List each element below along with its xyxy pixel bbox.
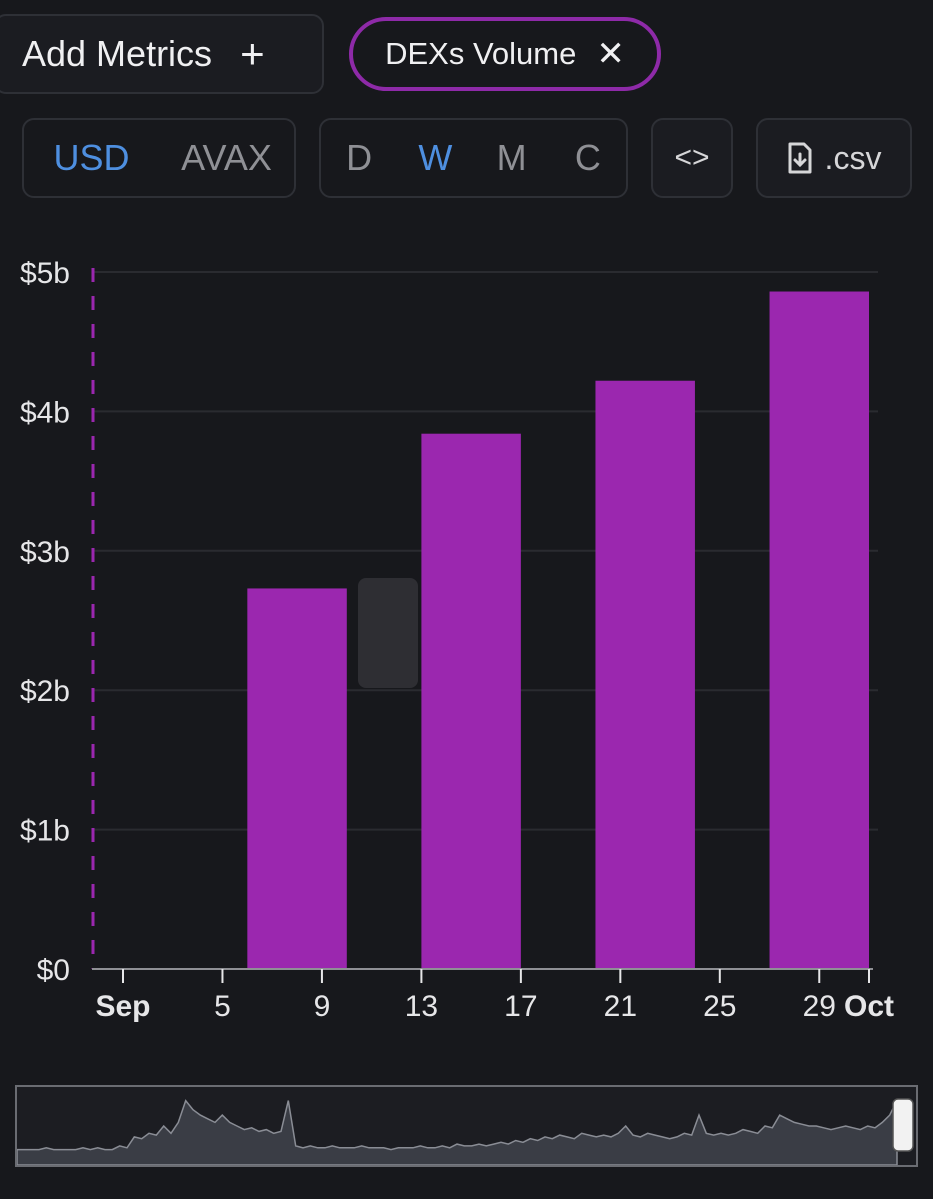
y-tick-label: $4b bbox=[20, 396, 70, 429]
csv-label: .csv bbox=[824, 139, 882, 176]
csv-download-button[interactable]: .csv bbox=[756, 118, 912, 198]
dexs-volume-bar-chart[interactable]: Sep 5 9 13 17 21 25 29 Oct $0 $1b $2b $3b $4b $5b bbox=[0, 230, 933, 1040]
overview-area bbox=[16, 1099, 898, 1166]
watermark-logo bbox=[358, 578, 418, 688]
x-tick-label: 17 bbox=[504, 990, 537, 1023]
x-tick-label: 9 bbox=[314, 990, 331, 1023]
brush-handle[interactable] bbox=[892, 1098, 914, 1152]
bar-week-2[interactable] bbox=[421, 433, 521, 969]
file-download-icon bbox=[788, 142, 812, 174]
interval-toggle: D W M C bbox=[319, 118, 628, 198]
close-icon[interactable]: ✕ bbox=[596, 35, 625, 73]
currency-option-avax[interactable]: AVAX bbox=[181, 137, 272, 178]
interval-option-w[interactable]: W bbox=[418, 137, 453, 178]
x-tick-label: Oct bbox=[844, 990, 894, 1023]
embed-button[interactable]: <> bbox=[651, 118, 733, 198]
x-tick-label: Sep bbox=[95, 990, 150, 1023]
add-metrics-label: Add Metrics bbox=[22, 33, 213, 74]
y-tick-label: $2b bbox=[20, 675, 70, 708]
currency-toggle: USD AVAX bbox=[22, 118, 296, 198]
x-tick-label: 13 bbox=[405, 990, 438, 1023]
plus-icon: + bbox=[240, 30, 265, 77]
x-axis-ticks: Sep 5 9 13 17 21 25 29 Oct bbox=[95, 969, 894, 1023]
range-brush[interactable] bbox=[15, 1085, 918, 1167]
interval-option-c[interactable]: C bbox=[574, 137, 601, 178]
bar-week-3[interactable] bbox=[595, 380, 695, 969]
bar-week-1[interactable] bbox=[247, 588, 347, 969]
x-tick-label: 29 bbox=[803, 990, 836, 1023]
y-tick-label: $1b bbox=[20, 815, 70, 848]
x-tick-label: 5 bbox=[214, 990, 231, 1023]
x-tick-label: 25 bbox=[703, 990, 736, 1023]
metric-chip-dexs-volume[interactable]: DEXs Volume ✕ bbox=[349, 17, 661, 91]
bar-week-4[interactable] bbox=[769, 291, 869, 969]
overview-sparkline bbox=[16, 1098, 914, 1166]
metric-chip-label: DEXs Volume bbox=[385, 36, 577, 71]
add-metrics-button[interactable]: Add Metrics + bbox=[0, 14, 324, 94]
interval-option-d[interactable]: D bbox=[346, 137, 373, 178]
y-tick-label: $0 bbox=[37, 954, 70, 987]
code-icon: <> bbox=[674, 141, 710, 174]
currency-option-usd[interactable]: USD bbox=[53, 137, 130, 178]
y-tick-label: $3b bbox=[20, 536, 70, 569]
y-axis-ticks: $0 $1b $2b $3b $4b $5b bbox=[20, 257, 70, 987]
bars bbox=[247, 291, 869, 969]
interval-option-m[interactable]: M bbox=[496, 137, 527, 178]
y-tick-label: $5b bbox=[20, 257, 70, 290]
x-tick-label: 21 bbox=[604, 990, 637, 1023]
